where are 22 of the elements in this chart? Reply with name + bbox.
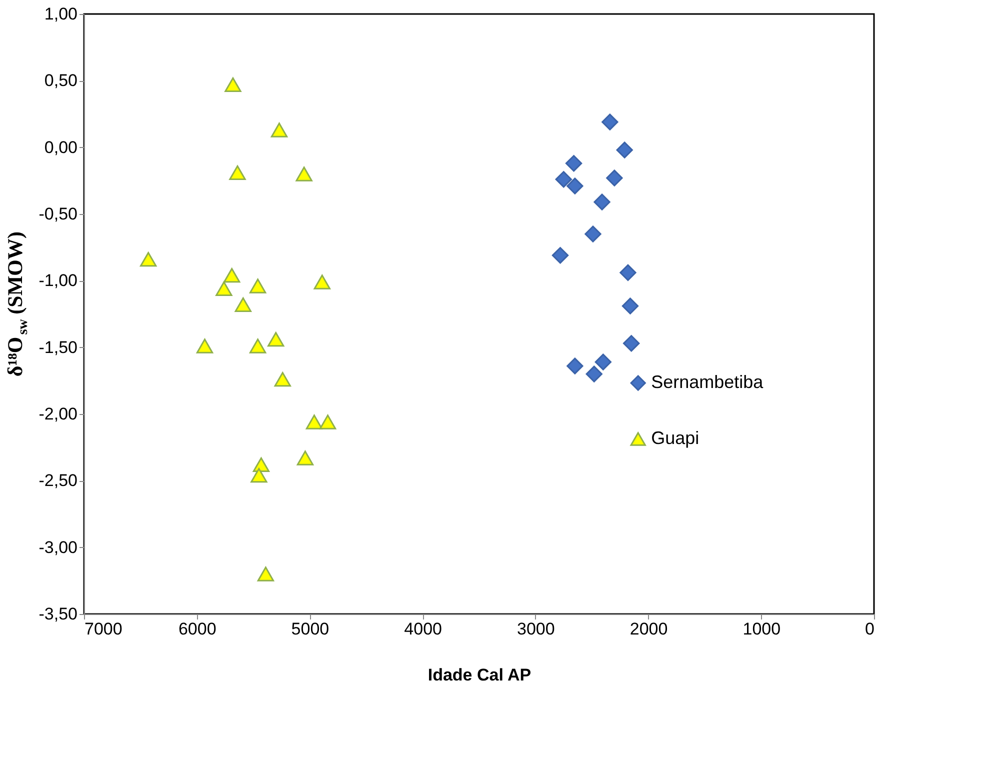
y-tick-label: 1,00 (44, 4, 78, 24)
x-axis-title: Idade Cal AP (428, 666, 532, 684)
y-tick-label: -2,00 (38, 404, 78, 424)
x-tick-label: 2000 (630, 620, 668, 638)
y-tick-label: 0,50 (44, 71, 78, 90)
y-tick-label: -2,50 (38, 471, 78, 490)
y-tick-label: -1,50 (38, 338, 78, 357)
x-tick-label: 3000 (517, 620, 555, 638)
y-tick-label: -3,00 (38, 538, 78, 557)
y-tick-label: 0,00 (44, 138, 78, 157)
x-tick-label: 5000 (291, 620, 330, 638)
y-tick-label: -3,50 (38, 604, 78, 624)
x-tick-label: 4000 (404, 620, 442, 638)
y-tick-label: -1,00 (38, 271, 78, 290)
legend-label: Sernambetiba (651, 372, 764, 392)
y-tick-label: -0,50 (38, 204, 78, 224)
x-tick-label: 6000 (178, 620, 216, 638)
x-tick-label: 1000 (742, 620, 781, 638)
y-axis-title: δ¹⁸Osw (SMOW) (3, 232, 31, 377)
x-tick-label: 7000 (84, 620, 122, 638)
x-tick-label: 0 (865, 620, 874, 638)
legend-label: Guapi (651, 428, 700, 448)
